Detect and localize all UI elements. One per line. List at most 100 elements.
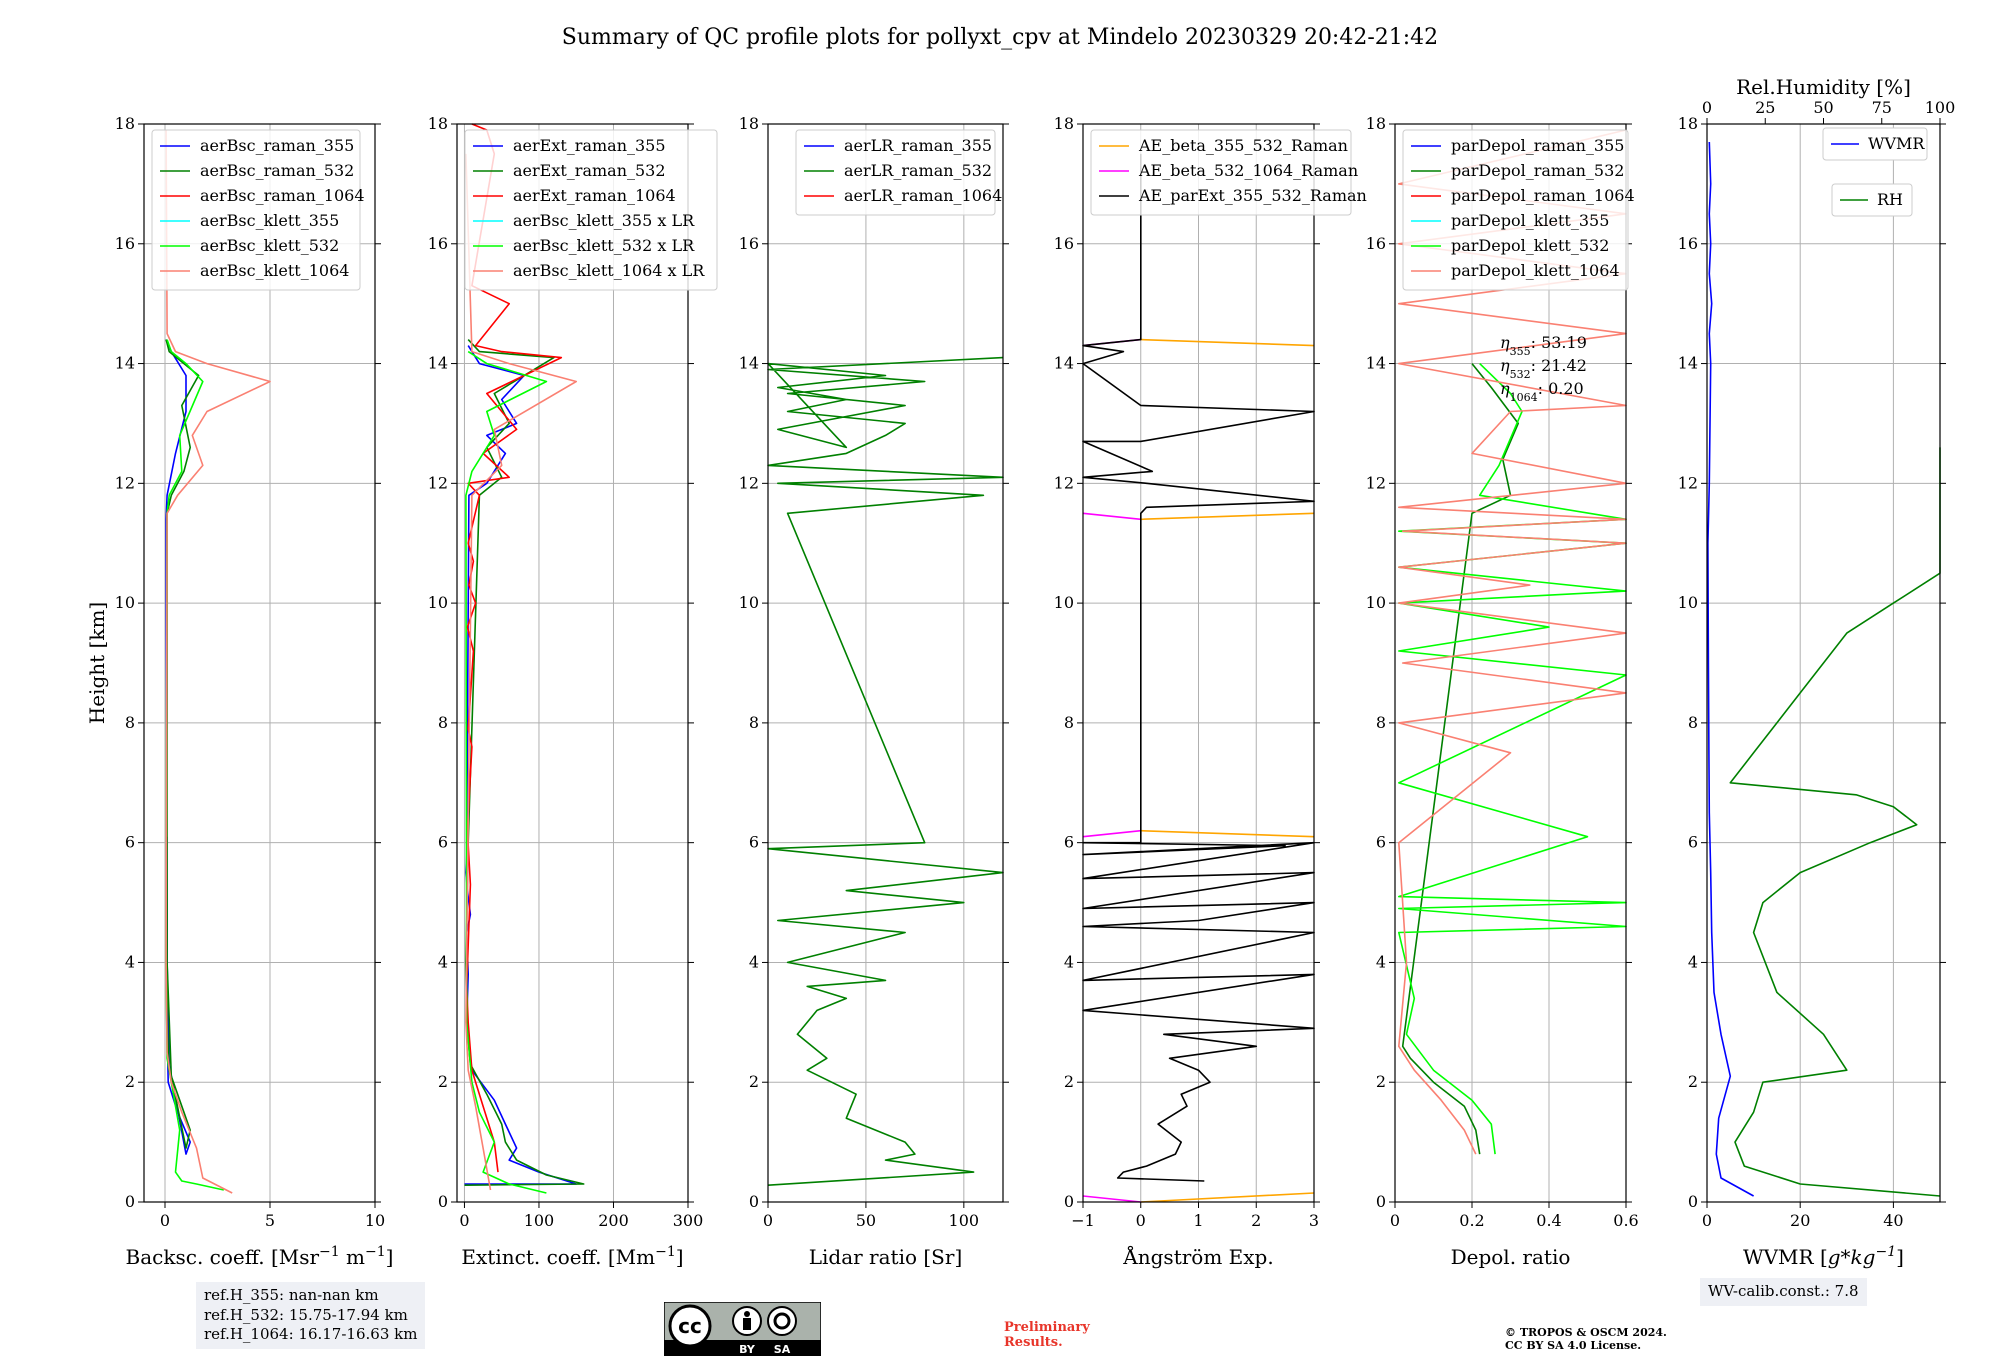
y-tick-label: 2	[125, 1072, 135, 1091]
y-tick-label: 8	[438, 713, 448, 732]
y-tick-label: 2	[1376, 1072, 1386, 1091]
x-axis-label: Ångström Exp.	[1122, 1244, 1273, 1269]
y-tick-label: 10	[428, 593, 448, 612]
x-axis-label: Lidar ratio [Sr]	[809, 1245, 963, 1269]
legend-label: parDepol_raman_355	[1451, 136, 1624, 155]
y-tick-label: 18	[1366, 114, 1386, 133]
x-tick-label: 0.4	[1536, 1211, 1561, 1230]
wv-calibration-box: WV-calib.const.: 7.8	[1700, 1278, 1867, 1306]
y-tick-label: 4	[1064, 952, 1074, 971]
series-line-pardepol-raman-532	[1401, 363, 1519, 1155]
y-tick-label: 10	[1366, 593, 1386, 612]
x-tick-label: 5	[265, 1211, 275, 1230]
y-tick-label: 12	[115, 473, 135, 492]
axes-frame	[456, 123, 689, 1203]
top-x-tick-label: 100	[1925, 98, 1956, 117]
series-line-aerbsc-klett-532	[165, 339, 224, 1191]
y-tick-label: 18	[1678, 114, 1698, 133]
axes-frame	[143, 123, 376, 1203]
y-tick-label: 16	[739, 234, 759, 253]
x-tick-label: 0	[1136, 1211, 1146, 1230]
series-line-aerext-raman-355	[464, 345, 577, 1185]
y-tick-label: 4	[749, 952, 759, 971]
y-tick-label: 16	[428, 234, 448, 253]
x-tick-label: 0	[160, 1211, 170, 1230]
y-tick-label: 0	[438, 1192, 448, 1211]
y-tick-label: 8	[1688, 713, 1698, 732]
y-tick-label: 6	[749, 833, 759, 852]
y-tick-label: 12	[739, 473, 759, 492]
legend-label: aerBsc_klett_532 x LR	[513, 236, 695, 255]
ref-h-355: ref.H_355: nan-nan km	[204, 1286, 379, 1304]
series-line-aerbsc-klett-1064-x-lr	[465, 153, 577, 1191]
x-tick-label: 0.6	[1613, 1211, 1638, 1230]
y-tick-label: 2	[1688, 1072, 1698, 1091]
legend-label: aerBsc_raman_532	[200, 161, 354, 180]
panel-lidar_ratio: 0 2 4 6 8 10 12 14 16 18 0 50 100 Lidar ratio [Sr] aer…	[739, 114, 1009, 1269]
y-tick-label: 16	[1054, 234, 1074, 253]
x-tick-label: 10	[365, 1211, 385, 1230]
y-tick-label: 4	[125, 952, 135, 971]
y-tick-label: 14	[428, 354, 448, 373]
y-tick-label: 10	[1054, 593, 1074, 612]
y-tick-label: 2	[438, 1072, 448, 1091]
series-line-ae-beta-532-1064-raman	[1082, 338, 1141, 1203]
ref-h-1064: ref.H_1064: 16.17-16.63 km	[204, 1325, 418, 1343]
legend-label: aerExt_raman_532	[513, 161, 666, 180]
y-tick-label: 2	[749, 1072, 759, 1091]
y-tick-label: 14	[1366, 354, 1386, 373]
y-tick-label: 8	[749, 713, 759, 732]
y-tick-label: 10	[739, 593, 759, 612]
y-tick-label: 16	[1678, 234, 1698, 253]
x-tick-label: 100	[524, 1211, 555, 1230]
legend-label: aerBsc_klett_1064 x LR	[513, 261, 705, 280]
y-tick-label: 8	[1064, 713, 1074, 732]
legend-label: RH	[1877, 190, 1903, 209]
y-tick-label: 16	[115, 234, 135, 253]
x-tick-label: 200	[598, 1211, 629, 1230]
legend-box	[1822, 127, 1928, 161]
x-axis-label: WVMR [g*kg−1]	[1743, 1244, 1904, 1269]
y-tick-label: 12	[1678, 473, 1698, 492]
top-x-tick-label: 25	[1755, 98, 1775, 117]
y-tick-label: 14	[115, 354, 135, 373]
legend-box	[795, 129, 996, 216]
legend-label: parDepol_klett_355	[1451, 211, 1609, 230]
legend-label: parDepol_raman_532	[1451, 161, 1624, 180]
top-x-tick-label: 75	[1872, 98, 1892, 117]
legend-label: aerExt_raman_1064	[513, 186, 676, 205]
series-line-wvmr	[1707, 141, 1754, 1197]
legend-label: aerExt_raman_355	[513, 136, 666, 155]
legend-label: aerBsc_raman_1064	[200, 186, 365, 205]
legend-label: aerBsc_raman_355	[200, 136, 354, 155]
series-line-rh	[1729, 447, 1941, 1197]
y-tick-label: 6	[1064, 833, 1074, 852]
series-line-aerext-raman-532	[464, 339, 585, 1186]
reference-height-box: ref.H_355: nan-nan km ref.H_532: 15.75-1…	[196, 1282, 426, 1349]
x-axis-label: Backsc. coeff. [Msr−1 m−1]	[126, 1244, 394, 1269]
y-tick-label: 0	[749, 1192, 759, 1211]
copyright-line-1: © TROPOS & OSCM 2024.	[1505, 1326, 1667, 1339]
legend-box	[151, 129, 361, 291]
legend-label: aerBsc_klett_355	[200, 211, 339, 230]
axes-frame	[1394, 123, 1627, 1203]
y-tick-label: 6	[1688, 833, 1698, 852]
preliminary-line-1: Preliminary	[1004, 1320, 1090, 1335]
y-tick-label: 4	[1688, 952, 1698, 971]
x-tick-label: 2	[1251, 1211, 1261, 1230]
y-tick-label: 10	[1678, 593, 1698, 612]
y-tick-label: 0	[125, 1192, 135, 1211]
y-tick-label: 18	[739, 114, 759, 133]
y-tick-label: 12	[428, 473, 448, 492]
y-tick-label: 4	[438, 952, 448, 971]
y-tick-label: 18	[1054, 114, 1074, 133]
x-tick-label: 1	[1193, 1211, 1203, 1230]
eta-annotation: η532: 21.42	[1500, 356, 1587, 381]
x-tick-label: 3	[1309, 1211, 1319, 1230]
panel-depolarization: 0 2 4 6 8 10 12 14 16 18 0 0.2 0.4 0.6 Depol. ratio par…	[1366, 114, 1639, 1269]
legend-label: AE_parExt_355_532_Raman	[1138, 186, 1367, 205]
legend-box	[464, 129, 718, 291]
series-line-aerbsc-klett-532-x-lr	[465, 350, 548, 1194]
